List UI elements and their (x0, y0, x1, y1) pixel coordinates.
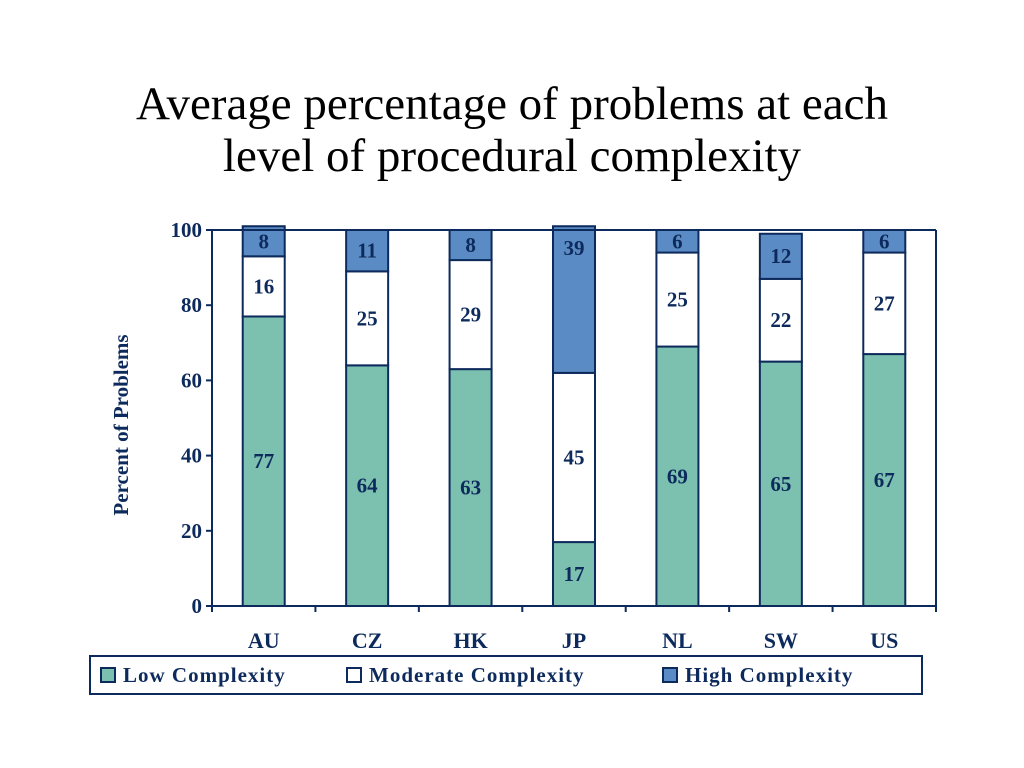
bar-jp-moderate-complexity (552, 371, 596, 544)
data-label-us-high-complexity: 6 (879, 229, 890, 253)
bar-us-moderate-complexity (862, 251, 907, 356)
legend-swatch-moderate-complexity (346, 667, 362, 683)
value-labels: 77 16 8 64 25 11 63 29 8 17 45 39 69 25 6 65 22 12 67 27 6 (253, 229, 895, 586)
y-tick-label: 100 (171, 218, 203, 242)
axes: 0 20 40 60 80 100 AU CZ HK JP NL SW US (171, 218, 937, 653)
legend-label-high-complexity: High Complexity (685, 663, 853, 687)
chart-title-line-1: Average percentage of problems at each (135, 78, 889, 130)
x-tick-label: HK (453, 628, 487, 653)
bar-nl-low-complexity (655, 345, 700, 607)
bar-au-high-complexity (241, 225, 286, 258)
chart-title-line-2: level of procedural complexity (222, 130, 802, 182)
data-label-au-moderate-complexity: 16 (253, 274, 274, 298)
legend-label-low-complexity: Low Complexity (123, 663, 286, 687)
data-label-sw-moderate-complexity: 22 (770, 308, 791, 332)
data-label-nl-moderate-complexity: 25 (667, 288, 688, 312)
bar-au-moderate-complexity (241, 255, 286, 318)
bar-jp-high-complexity (552, 225, 596, 374)
x-tick-label: JP (562, 628, 586, 653)
data-label-nl-high-complexity: 6 (672, 229, 683, 253)
data-label-sw-high-complexity: 12 (770, 244, 791, 268)
data-label-us-moderate-complexity: 27 (874, 291, 895, 315)
y-axis-title: Percent of Problems (109, 334, 133, 515)
x-tick-label: CZ (352, 628, 383, 653)
x-tick-label: AU (248, 628, 280, 653)
y-tick-label: 60 (181, 368, 202, 392)
data-label-au-high-complexity: 8 (258, 229, 269, 253)
data-label-sw-low-complexity: 65 (770, 472, 791, 496)
data-label-hk-low-complexity: 63 (460, 476, 481, 500)
bar-cz-high-complexity (345, 229, 390, 273)
y-tick-label: 0 (192, 594, 203, 618)
chart-title: Average percentage of problems at each l… (0, 78, 1024, 182)
data-label-hk-high-complexity: 8 (465, 233, 476, 257)
data-label-cz-moderate-complexity: 25 (357, 306, 378, 330)
legend-label-moderate-complexity: Moderate Complexity (369, 663, 585, 687)
data-label-jp-moderate-complexity: 45 (564, 445, 585, 469)
data-label-cz-high-complexity: 11 (357, 239, 377, 263)
bar-hk-moderate-complexity (448, 259, 493, 371)
bar-sw-high-complexity (758, 232, 803, 280)
bar-nl-moderate-complexity (655, 251, 700, 348)
y-tick-label: 40 (181, 444, 202, 468)
data-label-jp-high-complexity: 39 (564, 236, 585, 260)
data-label-jp-low-complexity: 17 (564, 562, 585, 586)
y-tick-label: 80 (181, 293, 202, 317)
bars (241, 225, 907, 608)
y-tick-label: 20 (181, 519, 202, 543)
legend-box (89, 655, 923, 695)
data-label-nl-low-complexity: 69 (667, 464, 688, 488)
x-tick-label: SW (764, 628, 798, 653)
data-label-hk-moderate-complexity: 29 (460, 303, 481, 327)
x-tick-label: US (870, 628, 898, 653)
data-label-au-low-complexity: 77 (253, 449, 274, 473)
legend-swatch-low-complexity (100, 667, 116, 683)
data-label-us-low-complexity: 67 (874, 468, 895, 492)
bar-hk-low-complexity (448, 368, 493, 607)
x-tick-label: NL (662, 628, 693, 653)
legend: Low Complexity Moderate Complexity High Co… (89, 655, 923, 695)
bar-us-low-complexity (862, 353, 907, 607)
legend-swatch-high-complexity (662, 667, 678, 683)
data-label-cz-low-complexity: 64 (357, 474, 379, 498)
bar-jp-low-complexity (552, 541, 596, 608)
bar-cz-moderate-complexity (345, 270, 390, 367)
bar-sw-low-complexity (758, 360, 803, 607)
